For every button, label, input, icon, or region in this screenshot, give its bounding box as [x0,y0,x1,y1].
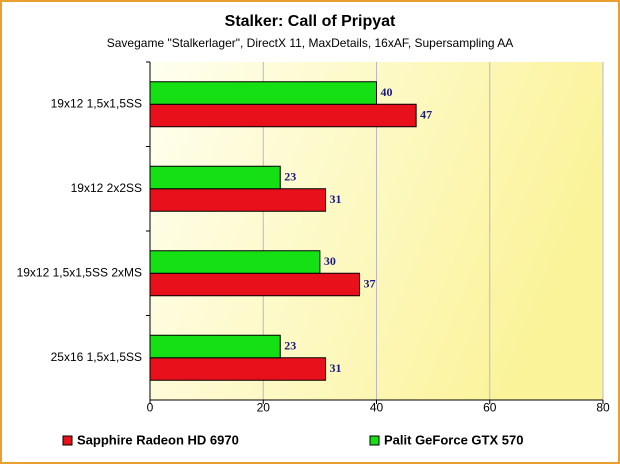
y-tick-label: 19x12 1,5x1,5SS 2xMS [17,265,142,279]
legend-swatch [62,435,73,446]
legend-swatch [369,435,380,446]
bar [149,81,377,105]
x-tick-label: 40 [370,400,384,414]
value-label: 31 [330,361,342,375]
value-label: 23 [284,169,296,183]
bar [149,334,281,359]
value-label: 37 [364,276,376,290]
bar [149,272,361,297]
bar [149,165,281,190]
y-tick-label: 19x12 2x2SS [71,181,142,195]
bar [149,357,327,381]
value-label: 31 [330,192,342,206]
bar [149,188,327,212]
value-label: 47 [420,107,432,121]
x-tick-label: 60 [483,400,497,414]
chart-title: Stalker: Call of Pripyat [225,13,396,30]
y-tick-label: 25x16 1,5x1,5SS [51,350,142,364]
bar [149,103,417,128]
y-tick-label: 19x12 1,5x1,5SS [51,96,142,110]
chart-subtitle: Savegame "Stalkerlager", DirectX 11, Max… [107,36,513,50]
x-tick-label: 0 [147,400,154,414]
value-label: 30 [324,254,336,268]
legend-label: Palit GeForce GTX 570 [384,432,523,447]
legend-label: Sapphire Radeon HD 6970 [77,432,239,447]
x-tick-label: 80 [596,400,610,414]
x-tick-label: 20 [257,400,271,414]
value-label: 40 [381,85,393,99]
value-label: 23 [284,338,296,352]
bar [149,250,321,274]
